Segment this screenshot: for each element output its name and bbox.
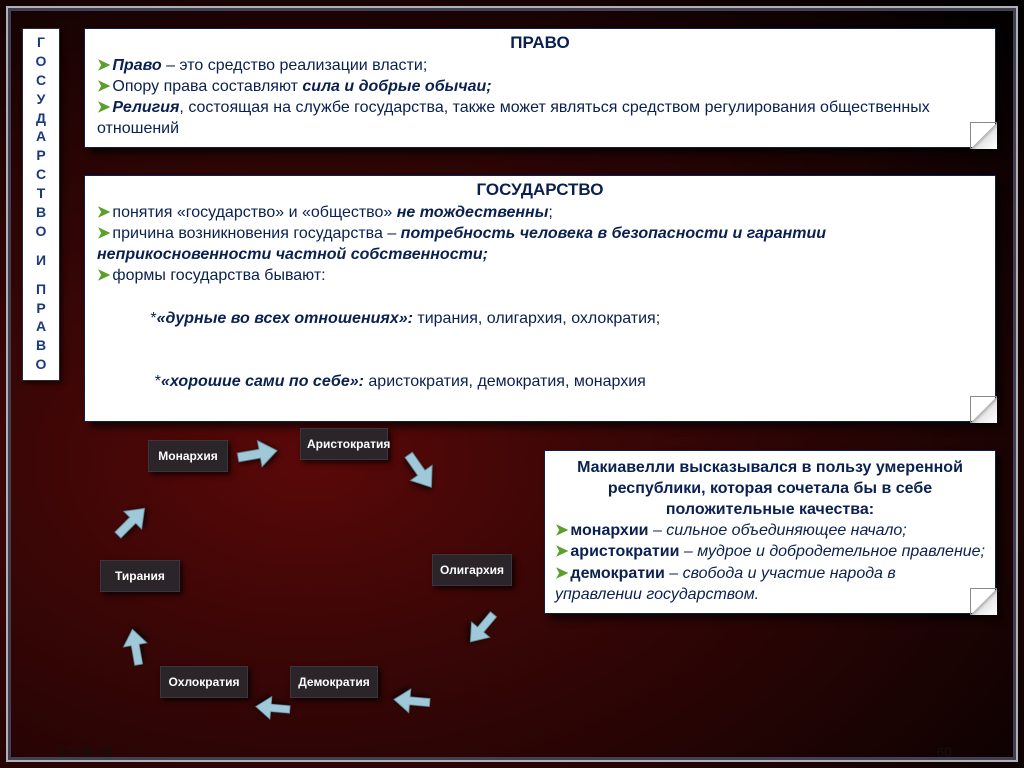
bullet-icon: ➤	[97, 225, 110, 242]
bullet-icon: ➤	[555, 543, 568, 560]
panel-gosudarstvo: ГОСУДАРСТВО ➤понятия «государство» и «об…	[84, 175, 996, 422]
cycle-arrow-icon	[252, 682, 294, 728]
footer-page-number: 60	[936, 744, 952, 760]
republic-lead: Макиавелли высказывался в пользу умеренн…	[555, 457, 985, 520]
vertical-letter: П	[36, 280, 46, 299]
vertical-letter: В	[36, 336, 46, 355]
panel-pravo-title: ПРАВО	[97, 33, 983, 53]
cycle-title: Порядок смены государственных форм по Ма…	[230, 384, 530, 422]
cycle-node-monarch: Монархия	[148, 440, 228, 472]
pravo-line-2: ➤Опору права составляют сила и добрые об…	[97, 76, 983, 97]
vertical-letter: О	[36, 222, 47, 241]
republic-item-democracy: ➤демократии – свобода и участие народа в…	[555, 563, 985, 605]
gos-line-3: ➤формы государства бывают:	[97, 265, 983, 286]
gos-line-4: *«дурные во всех отношениях»: тирания, о…	[97, 286, 983, 349]
bullet-icon: ➤	[97, 78, 110, 95]
cycle-node-aristo: Аристократия	[300, 428, 388, 460]
cycle-arrow-icon	[390, 674, 434, 722]
gos-line-1: ➤понятия «государство» и «общество» не т…	[97, 202, 983, 223]
republic-item-monarchy: ➤монархии – сильное объединяющее начало;	[555, 520, 985, 541]
pravo-line-3: ➤Религия, состоящая на службе государств…	[97, 97, 983, 139]
cycle-node-ochlo: Охлократия	[160, 666, 248, 698]
cycle-node-oligarch: Олигархия	[432, 554, 512, 586]
bullet-icon: ➤	[555, 565, 568, 582]
panel-pravo: ПРАВО ➤Право – это средство реализации в…	[84, 28, 996, 148]
panel-gos-title: ГОСУДАРСТВО	[97, 180, 983, 200]
cycle-node-democ: Демократия	[290, 666, 378, 698]
gos-line-2: ➤причина возникновения государства – пот…	[97, 223, 983, 265]
bullet-icon: ➤	[97, 99, 110, 116]
vertical-letter: В	[36, 203, 46, 222]
vertical-letter: У	[37, 90, 46, 109]
vertical-letter: Р	[36, 146, 45, 165]
left-vertical-label: ГОСУДАРСТВОИПРАВО	[22, 28, 60, 381]
vertical-letter: С	[36, 165, 46, 184]
bullet-icon: ➤	[97, 267, 110, 284]
vertical-letter: О	[36, 355, 47, 374]
vertical-letter: Р	[36, 299, 45, 318]
vertical-letter: С	[36, 71, 46, 90]
cycle-node-tyranny: Тирания	[100, 560, 180, 592]
bullet-icon: ➤	[97, 57, 110, 74]
vertical-letter: О	[36, 52, 47, 71]
vertical-letter: А	[36, 317, 46, 336]
republic-item-aristocracy: ➤аристократии – мудрое и добродетельное …	[555, 541, 985, 562]
panel-republic: Макиавелли высказывался в пользу умеренн…	[544, 450, 996, 614]
pravo-line-1: ➤Право – это средство реализации власти;	[97, 55, 983, 76]
vertical-letter: Д	[36, 109, 46, 128]
cycle-arrow-icon	[112, 623, 163, 670]
vertical-letter: Т	[37, 184, 46, 203]
vertical-letter: А	[36, 127, 46, 146]
bullet-icon: ➤	[555, 522, 568, 539]
vertical-letter: И	[36, 251, 46, 270]
cycle-arrow-icon	[232, 429, 284, 485]
vertical-letter: Г	[37, 33, 45, 52]
footer-date: 17.08.16	[58, 744, 113, 760]
bullet-icon: ➤	[97, 204, 110, 221]
